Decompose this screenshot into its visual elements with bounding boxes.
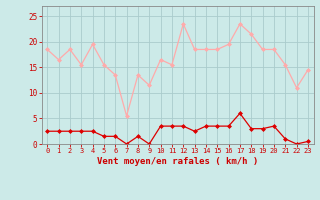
X-axis label: Vent moyen/en rafales ( km/h ): Vent moyen/en rafales ( km/h )	[97, 157, 258, 166]
